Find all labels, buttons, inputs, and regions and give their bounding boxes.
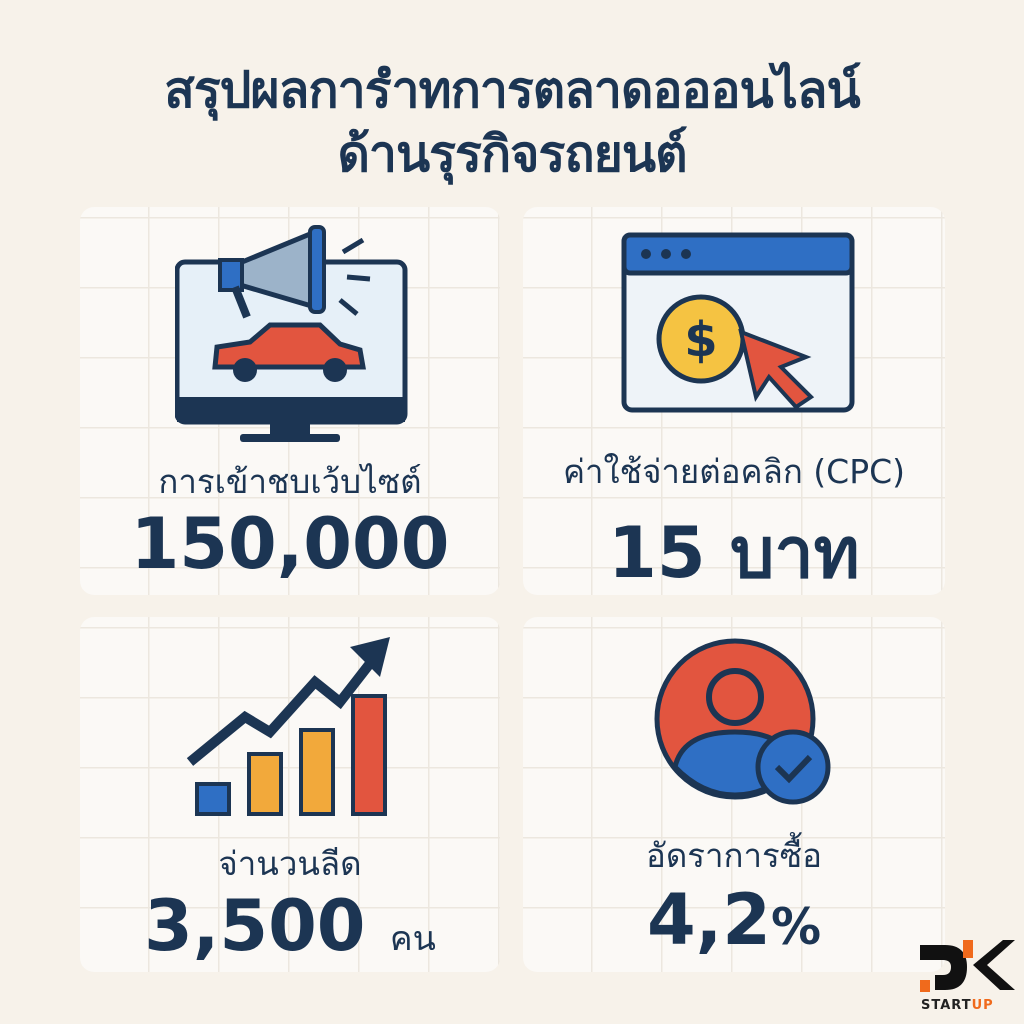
card-value: 3,500 คน: [80, 885, 500, 967]
page-title: สรุปผลการำทการตลาดอออนไลน์ ด้านรุรกิจรถย…: [0, 58, 1024, 186]
card-label: การเข้าชบเว้บไซต์: [158, 462, 422, 501]
card-value: 15 บาท: [608, 512, 860, 594]
card-label: ค่าใช้จ่ายต่อคลิก (CPC): [562, 452, 906, 491]
value-unit: %: [770, 898, 822, 956]
svg-text:$: $: [684, 312, 717, 368]
value-number: 3,500: [144, 885, 366, 967]
card-label: จ่านวนลีด: [218, 844, 362, 883]
title-line-2: ด้านรุรกิจรถยนต์: [337, 125, 687, 183]
dk-startup-logo: STARTUP: [920, 940, 1015, 1013]
value-unit: คน: [389, 919, 436, 959]
conversion-rate-card: อัดราการซื้อ 4,2%: [523, 617, 945, 972]
card-label: อัดราการซื้อ: [646, 836, 822, 875]
user-check-icon: [654, 638, 831, 805]
card-value: 4,2%: [523, 879, 945, 961]
title-line-1: สรุปผลการำทการตลาดอออนไลน์: [164, 61, 860, 119]
card-value: 150,000: [130, 503, 450, 585]
monitor-megaphone-car-icon: [175, 225, 408, 442]
browser-dollar-cursor-icon: $: [621, 232, 855, 413]
value-number: 4,2: [646, 879, 771, 961]
website-visits-card: การเข้าชบเว้บไซต์ 150,000: [80, 207, 500, 595]
leads-card: จ่านวนลีด 3,500 คน: [80, 617, 500, 972]
cpc-card: $ ค่าใช้จ่ายต่อคลิก (CPC) 15 บาท: [523, 207, 945, 595]
svg-text:STARTUP: STARTUP: [921, 998, 994, 1013]
growth-bar-chart-icon: [186, 637, 390, 816]
